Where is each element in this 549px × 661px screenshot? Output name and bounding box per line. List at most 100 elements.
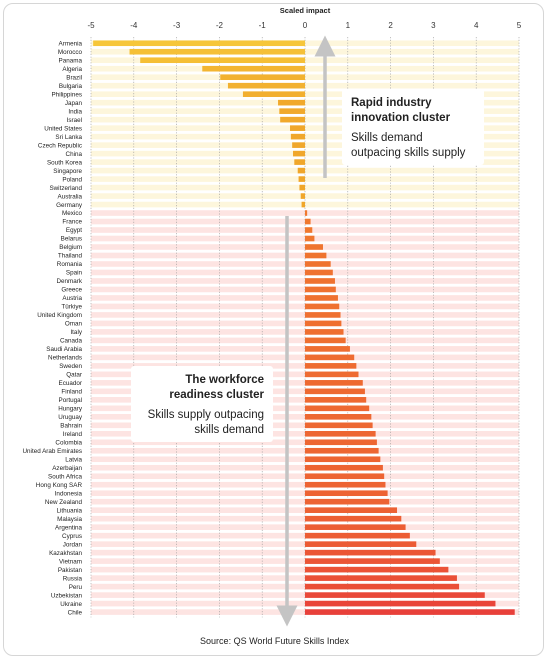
bar: [305, 592, 485, 598]
category-label: South Africa: [48, 473, 82, 480]
bar: [305, 371, 359, 378]
bar: [305, 583, 460, 590]
category-label: Azerbaijan: [52, 465, 82, 472]
category-label: Panama: [59, 57, 83, 64]
callout-innovation-cluster: Rapid industry innovation cluster Skills…: [342, 89, 484, 165]
category-label: Cyprus: [62, 533, 82, 540]
callout-readiness-title-line2: readiness cluster: [169, 388, 264, 401]
bars: [93, 40, 515, 615]
category-label: Hong Kong SAR: [36, 482, 83, 489]
bar: [305, 397, 367, 403]
category-label: Japan: [65, 100, 83, 107]
bar: [305, 473, 385, 480]
category-label: Finland: [61, 389, 82, 396]
bar: [305, 337, 346, 344]
category-label: Uzbekistan: [51, 592, 83, 599]
bar: [305, 269, 333, 276]
bar: [305, 558, 440, 564]
bar: [305, 609, 515, 615]
callout-readiness-cluster: The workforce readiness cluster Skills s…: [131, 366, 273, 442]
category-label: Algeria: [62, 66, 82, 73]
category-label: Romania: [57, 261, 83, 268]
bar: [305, 481, 386, 488]
category-label: India: [68, 108, 82, 115]
callout-innovation-desc-line1: Skills demand: [351, 132, 423, 144]
bar: [305, 312, 341, 318]
category-label: Bulgaria: [59, 83, 83, 90]
bar: [305, 320, 342, 327]
category-label: Hungary: [58, 406, 83, 413]
bar: [140, 57, 305, 64]
category-label: Türkiye: [61, 304, 82, 311]
x-tick-label: 5: [517, 21, 522, 30]
category-label: China: [66, 151, 83, 158]
category-label: Singapore: [53, 168, 82, 175]
bar: [290, 133, 305, 140]
x-tick-labels: -5 -4 -3 -2 -1 0 1 2 3 4 5: [87, 21, 521, 30]
category-label: Jordan: [63, 541, 83, 548]
bar: [290, 125, 305, 131]
bar: [305, 566, 449, 573]
category-label: Sweden: [59, 363, 82, 370]
bar: [294, 159, 305, 165]
bar: [305, 515, 402, 522]
category-label: Vietnam: [59, 558, 82, 565]
bar: [305, 261, 331, 267]
bar: [301, 201, 305, 208]
bar: [305, 405, 370, 412]
category-label: Bahrain: [60, 422, 82, 429]
category-label: Latvia: [65, 456, 82, 463]
bar: [305, 498, 390, 505]
category-label: Kazakhstan: [49, 550, 82, 557]
category-label: Germany: [56, 202, 83, 209]
category-label: United States: [44, 125, 82, 132]
bar: [305, 354, 355, 361]
category-label: Russia: [63, 575, 83, 582]
category-label: Saudi Arabia: [46, 346, 82, 353]
bar: [297, 167, 305, 174]
category-label: France: [62, 219, 82, 226]
x-tick-label: -1: [259, 21, 267, 30]
callout-readiness-desc-line1: Skills supply outpacing: [147, 409, 264, 421]
bar: [292, 142, 305, 148]
callout-innovation-title-line1: Rapid industry: [351, 97, 432, 109]
category-label: Switzerland: [49, 185, 82, 192]
callout-innovation-title-line2: innovation cluster: [351, 111, 451, 124]
category-label: Malaysia: [57, 516, 82, 523]
x-tick-label: 0: [303, 21, 308, 30]
category-label: South Korea: [47, 159, 83, 166]
category-label: Greece: [61, 287, 82, 294]
bar: [305, 541, 417, 547]
bar: [305, 346, 350, 352]
bar: [93, 40, 305, 47]
category-label: Belgium: [59, 244, 82, 251]
category-label: Spain: [66, 270, 83, 277]
category-label: Denmark: [56, 278, 82, 285]
category-label: Thailand: [58, 253, 83, 260]
category-label: Ecuador: [59, 380, 82, 387]
bar: [305, 329, 344, 335]
bar: [305, 464, 383, 471]
x-tick-label: 3: [431, 21, 436, 30]
bar: [300, 193, 305, 199]
bar: [305, 447, 379, 454]
x-axis-title: Scaled impact: [280, 6, 331, 15]
category-label: Australia: [58, 193, 83, 200]
bar: [305, 227, 313, 233]
bar: [299, 184, 305, 191]
bar: [305, 278, 335, 284]
category-label: United Kingdom: [37, 312, 82, 319]
x-tick-label: -4: [130, 21, 138, 30]
bar: [305, 286, 336, 293]
x-tick-label: -5: [87, 21, 95, 30]
bar: [305, 218, 311, 225]
bar: [305, 524, 406, 530]
category-label: Brazil: [66, 74, 82, 81]
bar: [305, 600, 496, 607]
bar: [305, 532, 410, 539]
category-label: Canada: [60, 338, 83, 345]
bar: [305, 575, 457, 581]
bar: [242, 91, 305, 97]
bar: [305, 303, 340, 310]
